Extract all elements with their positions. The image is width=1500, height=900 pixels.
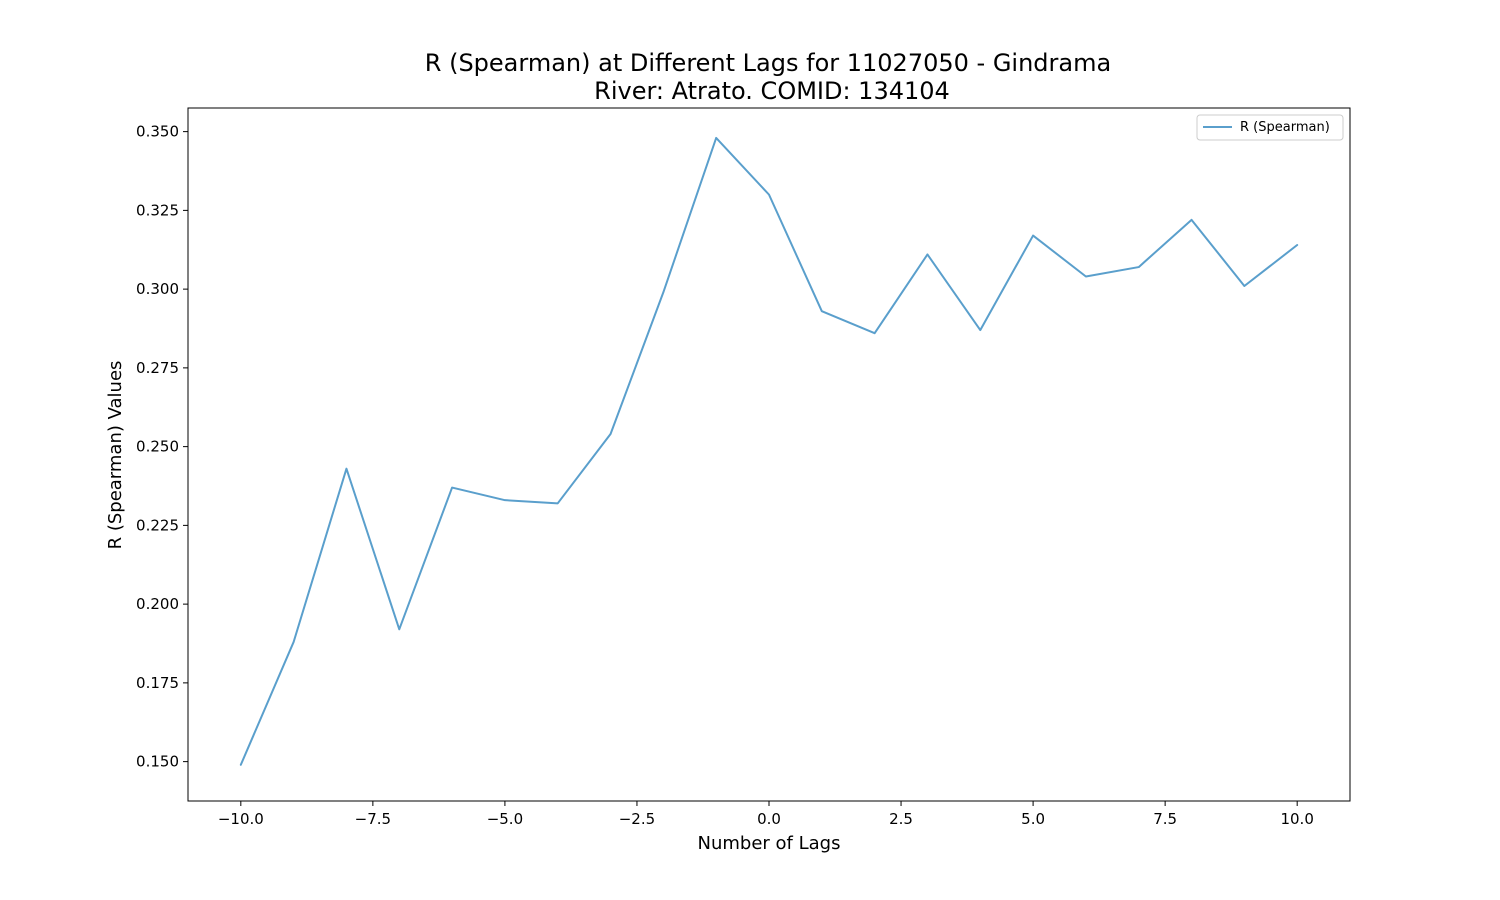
data-point bbox=[926, 253, 928, 255]
data-point bbox=[504, 499, 506, 501]
y-tick-label: 0.150 bbox=[136, 753, 179, 771]
y-axis: 0.150 0.175 0.200 0.225 0.250 0.275 0.300 0.325… bbox=[136, 123, 188, 771]
x-tick-label: −2.5 bbox=[619, 810, 655, 828]
data-point bbox=[821, 310, 823, 312]
x-tick-label: −7.5 bbox=[355, 810, 391, 828]
data-point bbox=[1296, 244, 1298, 246]
data-point bbox=[715, 137, 717, 139]
y-tick-label: 0.300 bbox=[136, 280, 179, 298]
data-point bbox=[874, 332, 876, 334]
data-point bbox=[662, 291, 664, 293]
legend-box bbox=[1196, 114, 1344, 141]
plot-area bbox=[239, 136, 1299, 766]
data-point bbox=[1032, 235, 1034, 237]
x-tick-label: −5.0 bbox=[487, 810, 523, 828]
x-axis-label: Number of Lags bbox=[698, 833, 841, 854]
data-point bbox=[610, 433, 612, 435]
y-tick-label: 0.350 bbox=[136, 123, 179, 141]
y-tick-label: 0.225 bbox=[136, 516, 179, 534]
data-point bbox=[398, 628, 400, 630]
data-point bbox=[293, 641, 295, 643]
series-line-0 bbox=[239, 136, 1299, 766]
y-tick-label: 0.200 bbox=[136, 595, 179, 613]
x-axis: −10.0 −7.5 −5.0 −2.5 0.0 2.5 5.0 7.5 10.0 bbox=[218, 801, 1314, 828]
x-tick-label: 0.0 bbox=[757, 810, 781, 828]
data-point bbox=[1085, 276, 1087, 278]
data-point bbox=[1138, 266, 1140, 268]
x-tick-label: 7.5 bbox=[1153, 810, 1177, 828]
data-point bbox=[979, 329, 981, 331]
x-tick-label: 5.0 bbox=[1021, 810, 1045, 828]
data-point bbox=[557, 502, 559, 504]
y-axis-label: R (Spearman) Values bbox=[105, 361, 126, 550]
x-tick-label: 2.5 bbox=[889, 810, 913, 828]
chart-subtitle: River: Atrato. COMID: 134104 bbox=[594, 77, 950, 105]
chart-title: R (Spearman) at Different Lags for 11027… bbox=[425, 49, 1111, 77]
y-tick-label: 0.175 bbox=[136, 674, 179, 692]
data-point bbox=[345, 468, 347, 470]
y-tick-label: 0.325 bbox=[136, 201, 179, 219]
data-point bbox=[768, 194, 770, 196]
legend: R (Spearman) bbox=[1196, 114, 1344, 141]
y-tick-label: 0.275 bbox=[136, 359, 179, 377]
legend-label: R (Spearman) bbox=[1240, 120, 1330, 135]
data-point bbox=[240, 764, 242, 766]
data-point bbox=[451, 487, 453, 489]
data-point bbox=[1191, 219, 1193, 221]
x-tick-label: −10.0 bbox=[218, 810, 264, 828]
x-tick-label: 10.0 bbox=[1280, 810, 1313, 828]
data-point bbox=[1243, 285, 1245, 287]
y-tick-label: 0.250 bbox=[136, 438, 179, 456]
